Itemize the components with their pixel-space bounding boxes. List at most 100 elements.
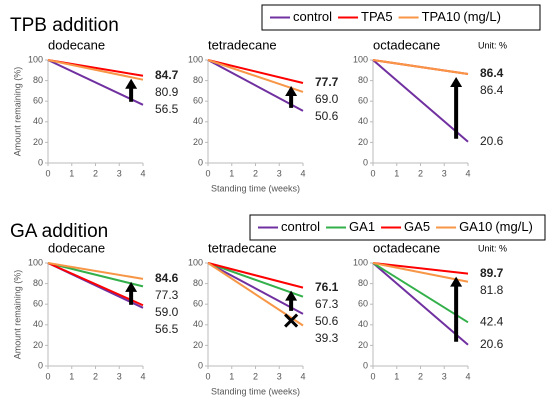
series-line [372,262,469,324]
value-label: 56.5 [155,322,179,336]
value-label: 67.3 [315,297,339,311]
y-tick-label: 20 [193,340,203,350]
panel-title: octadecane [373,37,440,52]
value-label: 50.6 [315,109,339,123]
value-label: 84.7 [155,68,179,82]
value-label: 86.4 [480,66,504,80]
legend-label: control [293,9,332,24]
value-label: 42.4 [480,314,504,328]
legend-label: GA1 [349,219,375,234]
value-label: 56.5 [155,102,179,116]
x-tick-label: 3 [442,168,447,178]
y-tick-label: 40 [193,319,203,329]
x-tick-label: 4 [140,168,145,178]
arrow-head [125,281,138,292]
y-tick-label: 0 [198,157,203,167]
legend-box [249,214,546,241]
x-tick-label: 3 [117,168,122,178]
x-tick-label: 2 [418,168,423,178]
y-tick-label: 0 [363,157,368,167]
x-tick-label: 2 [253,371,258,381]
x-tick-label: 2 [418,371,423,381]
x-tick-label: 3 [277,371,282,381]
x-tick-label: 1 [394,168,399,178]
y-tick-label: 40 [358,319,368,329]
panel-title: octadecane [373,240,440,255]
arrow-head [125,78,138,89]
x-tick-label: 4 [300,168,305,178]
panel-title: tetradecane [208,37,277,52]
legend-label: GA5 [404,219,430,234]
section-title: TPB addition [10,15,119,36]
x-axis-label: Standing time (weeks) [211,386,300,396]
y-tick-label: 80 [33,278,43,288]
x-tick-label: 0 [45,168,50,178]
panel-title: dodecane [48,37,105,52]
series-line [47,262,144,280]
value-label: 80.9 [155,85,179,99]
y-tick-label: 60 [33,299,43,309]
x-tick-label: 3 [117,371,122,381]
x-tick-label: 0 [205,168,210,178]
y-tick-label: 60 [33,96,43,106]
value-label: 77.3 [155,288,179,302]
y-tick-label: 0 [363,360,368,370]
arrow-head [285,85,298,96]
x-tick-label: 2 [253,168,258,178]
x-tick-label: 0 [370,168,375,178]
value-label: 89.7 [480,266,504,280]
panel-title: dodecane [48,240,105,255]
series-line [372,59,469,143]
y-tick-label: 40 [33,319,43,329]
x-tick-label: 0 [205,371,210,381]
y-tick-label: 20 [33,137,43,147]
y-tick-label: 40 [193,116,203,126]
y-axis-label: Amount remaining (%) [12,67,22,157]
y-tick-label: 100 [28,54,43,64]
panel-title: tetradecane [208,240,277,255]
x-tick-label: 0 [45,371,50,381]
y-tick-label: 0 [198,360,203,370]
value-label: 20.6 [480,134,504,148]
series-line [207,59,304,93]
series-line [207,59,304,84]
y-tick-label: 100 [353,257,368,267]
x-tick-label: 4 [140,371,145,381]
x-tick-label: 0 [370,371,375,381]
legend-label: GA10 [459,219,492,234]
value-label: 77.7 [315,75,339,89]
legend-box [261,4,541,31]
x-tick-label: 4 [465,371,470,381]
series-line [207,262,304,315]
x-tick-label: 3 [442,371,447,381]
section-title: GA addition [10,221,108,242]
value-label: 76.1 [315,280,339,294]
x-tick-label: 2 [93,371,98,381]
y-tick-label: 80 [193,278,203,288]
legend-label: TPA10 [422,9,461,24]
y-tick-label: 40 [358,116,368,126]
y-tick-label: 60 [358,96,368,106]
x-tick-label: 1 [394,371,399,381]
y-tick-label: 60 [193,299,203,309]
unit-note: Unit: % [478,40,507,50]
y-axis-label: Amount remaining (%) [12,270,22,360]
value-label: 86.4 [480,83,504,97]
arrow-head [450,77,463,88]
legend-unit: (mg/L) [463,9,501,24]
y-tick-label: 60 [358,299,368,309]
series-line [207,59,304,112]
arrow-head [450,276,463,287]
series-line [372,262,469,275]
y-tick-label: 100 [188,257,203,267]
x-tick-label: 1 [229,371,234,381]
y-tick-label: 20 [193,137,203,147]
series-line [47,59,144,106]
value-label: 39.3 [315,331,339,345]
y-tick-label: 0 [38,360,43,370]
value-label: 84.6 [155,271,179,285]
x-tick-label: 3 [277,168,282,178]
arrow-head [285,290,298,301]
x-tick-label: 4 [300,371,305,381]
